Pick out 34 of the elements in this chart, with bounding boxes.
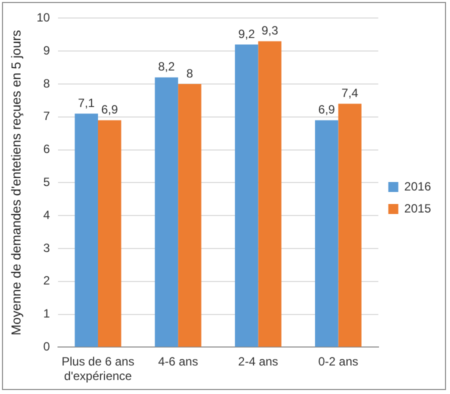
y-tick-label: 4 — [43, 208, 50, 222]
x-tick-label: 4-6 ans — [158, 354, 198, 369]
bar — [98, 120, 122, 347]
data-label: 7,1 — [78, 96, 96, 110]
data-label: 6,9 — [101, 102, 118, 117]
data-label: 8,2 — [158, 60, 176, 74]
bar — [338, 104, 362, 347]
legend-label: 2016 — [404, 179, 432, 194]
x-tick-label: 0-2 ans — [318, 354, 358, 369]
y-tick-label: 2 — [43, 274, 50, 288]
y-tick-label: 1 — [43, 306, 50, 321]
bar — [234, 44, 258, 347]
y-axis-title: Moyenne de demandes d'entetiens reçues en 5 jours — [8, 30, 24, 336]
data-label: 8 — [186, 66, 194, 80]
bar — [258, 41, 282, 347]
y-tick-label: 6 — [43, 142, 50, 156]
data-label: 9,3 — [261, 24, 278, 38]
y-tick-label: 10 — [36, 10, 50, 25]
data-label: 9,2 — [238, 26, 256, 41]
bar — [178, 84, 202, 347]
bar — [74, 114, 98, 347]
y-tick-label: 9 — [43, 43, 50, 58]
legend-label: 2015 — [404, 201, 432, 216]
bar — [315, 120, 338, 347]
data-label: 6,9 — [318, 102, 336, 117]
data-label: 7,4 — [342, 86, 359, 100]
bar — [154, 77, 178, 347]
y-tick-label: 3 — [43, 240, 50, 255]
y-tick-label: 7 — [43, 109, 50, 124]
y-tick-label: 5 — [43, 175, 50, 190]
x-tick-label: 2-4 ans — [238, 354, 278, 369]
x-tick-label: Plus de 6 ans d'expérience — [62, 354, 134, 384]
y-tick-label: 0 — [43, 340, 50, 354]
y-tick-label: 8 — [43, 76, 50, 90]
